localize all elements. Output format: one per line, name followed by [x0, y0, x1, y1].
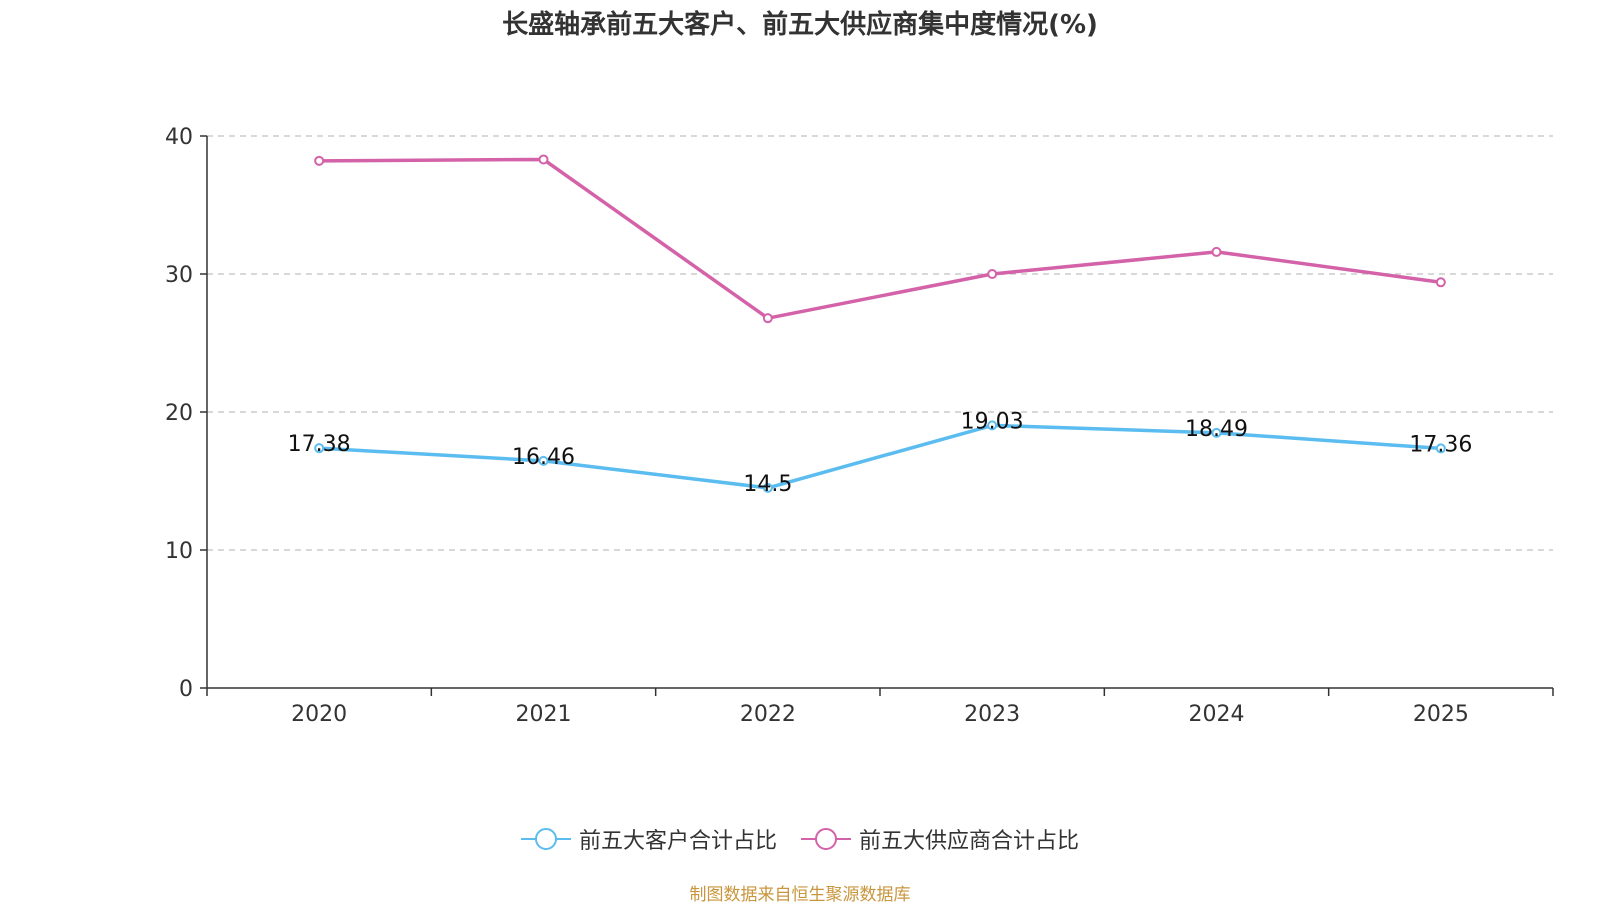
data-label: 14.5	[743, 472, 792, 497]
data-point	[1211, 427, 1222, 438]
legend-circle-icon	[815, 828, 837, 850]
y-tick-label: 20	[165, 401, 193, 426]
data-label: 17.36	[1409, 432, 1472, 457]
data-point	[314, 155, 325, 166]
legend-marker-suppliers	[801, 827, 851, 851]
x-tick-label: 2023	[964, 702, 1020, 727]
data-point	[314, 443, 325, 454]
data-label: 17.38	[288, 432, 351, 457]
data-point	[762, 482, 773, 493]
legend-label-suppliers: 前五大供应商合计占比	[859, 829, 1080, 854]
source-note: 制图数据来自恒生聚源数据库	[689, 885, 911, 905]
grid-lines	[207, 135, 1553, 551]
series-layer: 17.38 16.46 14.5 19.03 18.49 17.36	[288, 154, 1472, 497]
axes: 0 10 20 30 40 2020 2021 2022 2023 2024 2025	[165, 125, 1554, 727]
y-tick-label: 40	[165, 125, 193, 150]
series-line	[319, 423, 1441, 490]
legend-label-customers: 前五大客户合计占比	[578, 829, 777, 854]
x-tick-label: 2020	[291, 702, 347, 727]
legend-item-suppliers[interactable]: 前五大供应商合计占比	[801, 823, 1079, 855]
data-point	[1435, 277, 1446, 288]
data-point	[987, 269, 998, 279]
chart-title: 长盛轴承前五大客户、前五大供应商集中度情况(%)	[502, 10, 1098, 40]
y-tick-label: 30	[165, 263, 193, 288]
data-point	[538, 154, 549, 165]
legend-circle-icon	[534, 828, 557, 850]
legend-marker-customers	[520, 827, 571, 851]
legend-item-customers[interactable]: 前五大客户合计占比	[520, 823, 777, 855]
y-tick-label: 0	[179, 677, 193, 702]
data-point	[1435, 443, 1446, 454]
x-tick-label: 2025	[1413, 702, 1469, 727]
y-tick-label: 10	[165, 539, 193, 564]
x-tick-label: 2022	[740, 702, 796, 727]
data-point	[1211, 246, 1222, 257]
data-label: 18.49	[1185, 417, 1248, 442]
legend: 前五大客户合计占比 前五大供应商合计占比	[0, 823, 1600, 855]
x-tick-label: 2024	[1189, 702, 1245, 727]
series-line	[319, 157, 1442, 320]
data-point	[762, 313, 773, 324]
data-label: 16.46	[512, 445, 575, 470]
data-point	[987, 420, 998, 431]
data-point	[538, 455, 549, 466]
data-label: 19.03	[961, 409, 1024, 434]
x-tick-label: 2021	[516, 702, 572, 727]
